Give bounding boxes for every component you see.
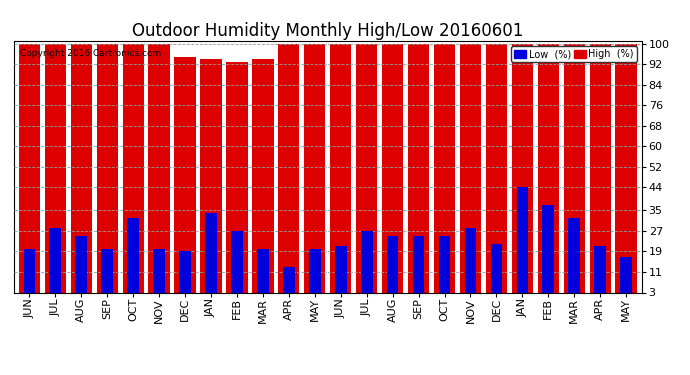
- Bar: [128, 218, 139, 292]
- Bar: [564, 44, 585, 292]
- Bar: [620, 256, 632, 292]
- Bar: [253, 59, 273, 292]
- Bar: [491, 244, 502, 292]
- Bar: [439, 236, 451, 292]
- Bar: [309, 249, 321, 292]
- Bar: [278, 44, 299, 292]
- Legend: Low  (%), High  (%): Low (%), High (%): [511, 46, 637, 62]
- Bar: [153, 249, 165, 292]
- Bar: [19, 44, 40, 292]
- Bar: [542, 206, 554, 292]
- Bar: [70, 44, 92, 292]
- Bar: [97, 44, 118, 292]
- Bar: [123, 44, 144, 292]
- Bar: [23, 249, 35, 292]
- Bar: [330, 44, 351, 292]
- Bar: [101, 249, 113, 292]
- Bar: [179, 252, 191, 292]
- Bar: [200, 59, 221, 292]
- Bar: [589, 44, 611, 292]
- Bar: [460, 44, 481, 292]
- Bar: [231, 231, 243, 292]
- Bar: [408, 44, 429, 292]
- Bar: [257, 249, 268, 292]
- Bar: [205, 213, 217, 292]
- Bar: [615, 44, 637, 292]
- Bar: [175, 57, 196, 292]
- Text: Copyright 2016 Cartronics.com: Copyright 2016 Cartronics.com: [20, 49, 161, 58]
- Bar: [335, 246, 346, 292]
- Bar: [382, 44, 403, 292]
- Bar: [45, 44, 66, 292]
- Title: Outdoor Humidity Monthly High/Low 20160601: Outdoor Humidity Monthly High/Low 201606…: [132, 22, 524, 40]
- Bar: [517, 188, 528, 292]
- Bar: [434, 44, 455, 292]
- Bar: [75, 236, 87, 292]
- Bar: [283, 267, 295, 292]
- Bar: [361, 231, 373, 292]
- Bar: [569, 218, 580, 292]
- Bar: [226, 62, 248, 292]
- Bar: [387, 236, 398, 292]
- Bar: [148, 44, 170, 292]
- Bar: [594, 246, 606, 292]
- Bar: [486, 44, 507, 292]
- Bar: [304, 44, 326, 292]
- Bar: [356, 44, 377, 292]
- Bar: [538, 44, 559, 292]
- Bar: [413, 236, 424, 292]
- Bar: [464, 228, 476, 292]
- Bar: [50, 228, 61, 292]
- Bar: [512, 44, 533, 292]
